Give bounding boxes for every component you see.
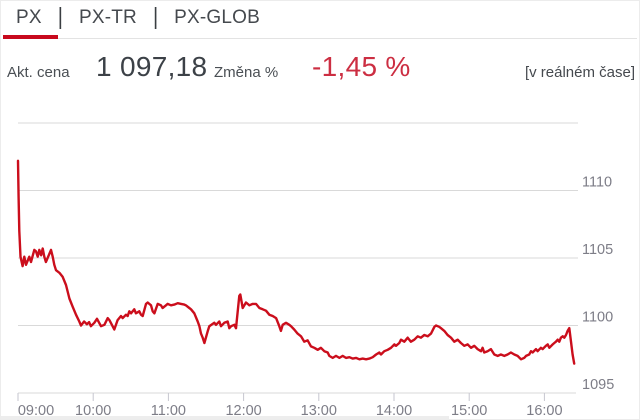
price-chart: 1110 1105 1100 1095 09:00 10:00 11:00 12:00 13:… [16, 122, 614, 419]
x-axis-labels: 09:00 10:00 11:00 12:00 13:00 14:00 15:00 16:00 [18, 403, 563, 419]
x-axis-label: 10:00 [75, 403, 111, 419]
y-axis-label: 1100 [582, 310, 613, 326]
tab-bottom-rule [3, 38, 637, 39]
x-axis-label: 11:00 [151, 403, 186, 419]
x-axis-label: 13:00 [301, 403, 337, 419]
active-tab-underline [3, 35, 58, 39]
tab-px-glob[interactable]: PX-GLOB [174, 6, 261, 28]
x-axis-label: 09:00 [18, 403, 54, 419]
tab-separator: | [57, 4, 63, 30]
y-axis-labels: 1110 1105 1100 1095 [582, 175, 614, 394]
y-axis-label: 1110 [582, 175, 612, 191]
x-axis-label: 16:00 [526, 403, 562, 419]
current-price-label: Akt. cena [7, 64, 70, 81]
current-price-value: 1 097,18 [96, 51, 208, 82]
x-axis-label: 12:00 [225, 403, 261, 419]
x-axis-ticks [17, 393, 545, 401]
bottom-cutoff-element [1, 416, 449, 419]
tab-px-tr[interactable]: PX-TR [78, 6, 137, 28]
quote-row: Akt. cena 1 097,18 Změna % -1,45 % [v re… [7, 51, 635, 91]
change-percent-value: -1,45 % [312, 51, 411, 82]
x-axis-label: 15:00 [451, 403, 487, 419]
change-percent-label: Změna % [214, 64, 279, 81]
realtime-note: [v reálném čase] [524, 64, 635, 81]
tab-bar: PX | PX-TR | PX-GLOB [16, 4, 261, 30]
x-axis-label: 14:00 [376, 403, 412, 419]
price-line [16, 159, 576, 365]
tab-separator: | [152, 4, 159, 30]
tab-px[interactable]: PX [16, 6, 42, 28]
y-axis-label: 1105 [582, 242, 613, 258]
y-axis-label: 1095 [582, 377, 614, 393]
